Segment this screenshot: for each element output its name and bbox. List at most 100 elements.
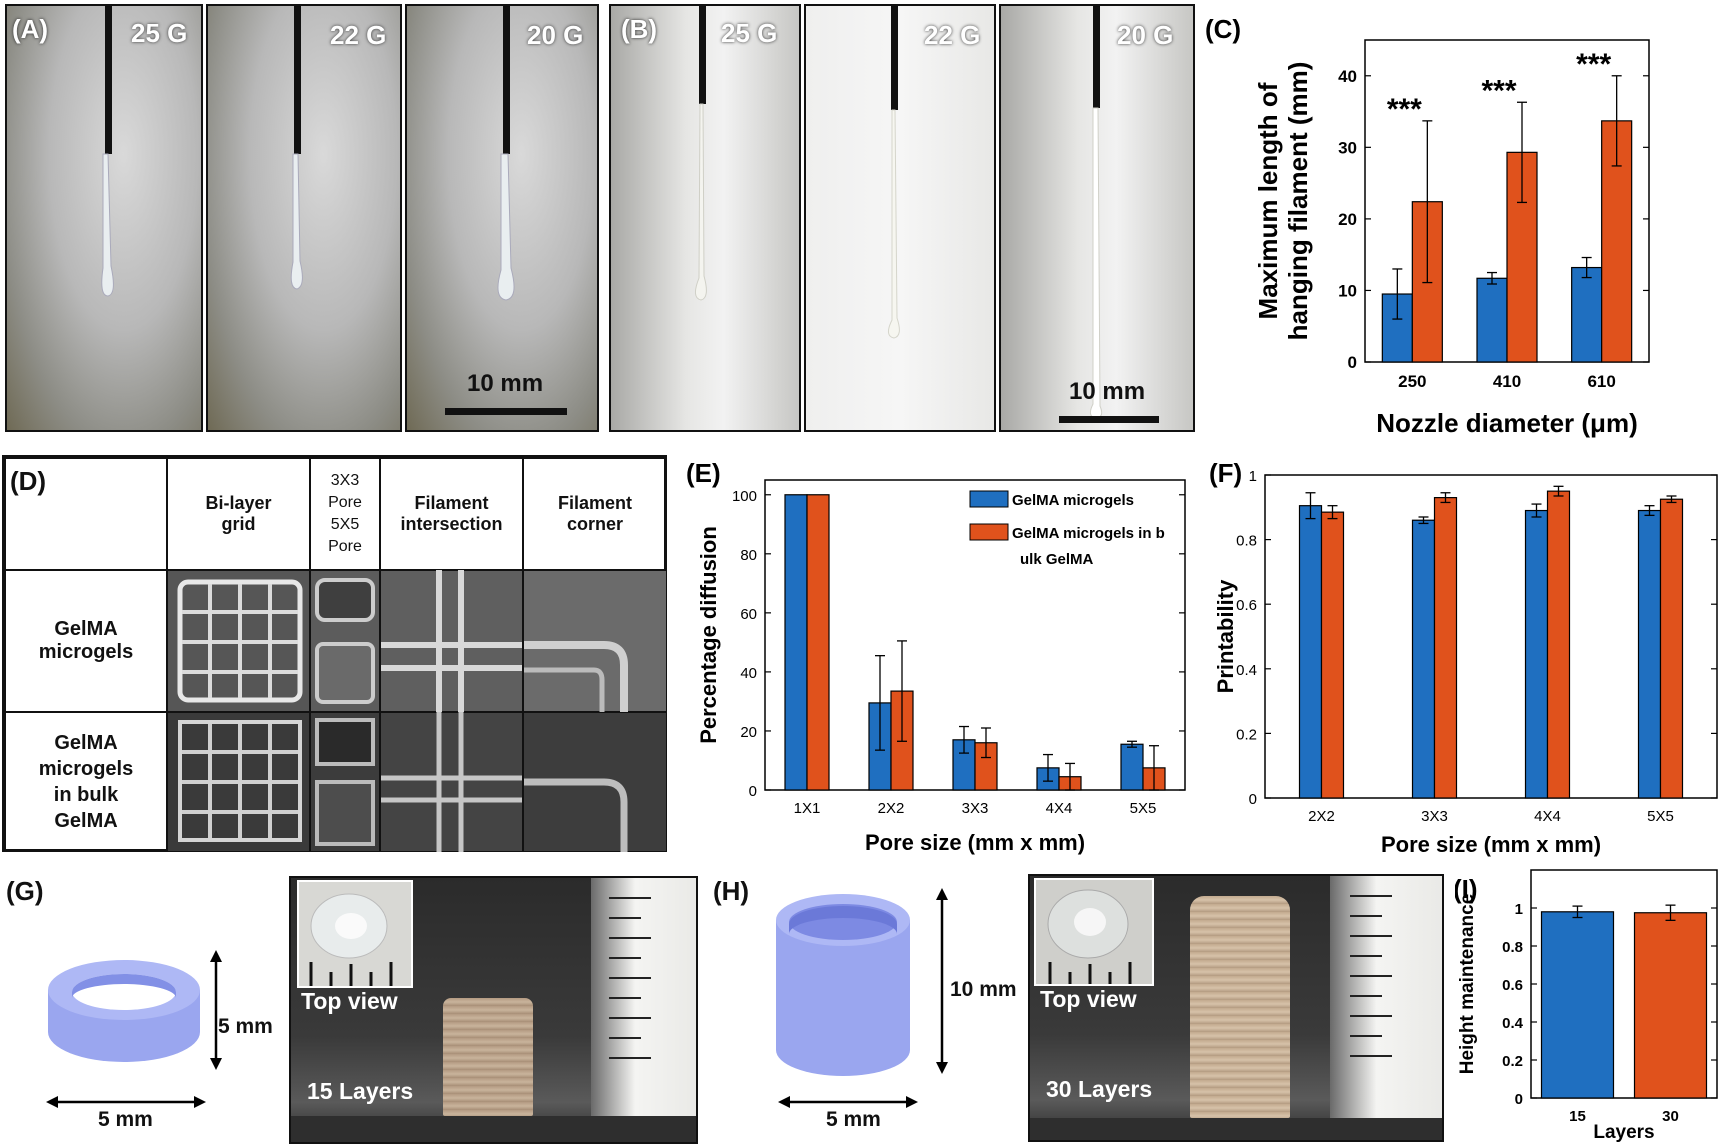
x-tick-label: 3X3 [962,800,989,817]
y-axis-label: Percentage diffusion [696,526,721,744]
y-tick-label: 20 [1338,210,1357,229]
legend-swatch [969,490,1009,508]
ring-diagram-15 [48,960,200,1062]
height-arrow [210,950,222,1070]
gauge-label: 20 G [1117,20,1174,50]
x-axis-label: Pore size (mm x mm) [865,830,1085,855]
top-view-label: Top view [1040,986,1137,1012]
bar [1320,511,1345,799]
filament-intersection-image [380,570,523,712]
y-tick-label: 0 [1249,791,1257,808]
bar [1633,912,1708,1099]
panel-label: (C) [1205,14,1241,44]
y-tick-label: 0.2 [1502,1053,1523,1070]
bar [1476,277,1508,363]
filament-corner-image [523,712,667,852]
y-tick-label: 0.8 [1236,533,1257,550]
x-tick-label: 2X2 [878,800,905,817]
height-arrow [936,888,948,1074]
scale-bar-label: 10 mm [467,370,544,397]
bar [1546,490,1571,799]
bar [1571,266,1603,363]
y-tick-label: 100 [732,488,757,505]
width-arrow [778,1096,918,1108]
significance-marker: *** [1387,93,1422,126]
y-tick-label: 1 [1249,468,1257,485]
legend-label: GelMA microgels [1012,492,1134,509]
bar [1659,498,1684,799]
y-axis-label-line: Maximum length of [1253,82,1283,319]
scale-bar-label: 10 mm [1069,378,1146,405]
filament-corner-image [523,570,667,712]
y-tick-label: 0.2 [1236,726,1257,743]
photo-a-25g: 25 G [5,4,203,432]
bar [1411,519,1436,799]
y-tick-label: 0.4 [1236,662,1257,679]
x-tick-label: 15 [1569,1108,1586,1125]
bilayer-grid-image [167,712,310,852]
y-tick-label: 30 [1338,138,1357,157]
row-header: GelMA microgels in bulk GelMA [5,712,167,852]
y-tick-label: 40 [1338,67,1357,86]
filament-intersection-image [380,712,523,852]
x-tick-label: 410 [1493,372,1521,391]
column-header: Bi-layer grid [167,458,310,570]
y-tick-label: 0.8 [1502,939,1523,956]
bar [1524,509,1549,799]
x-axis-label: Pore size (mm x mm) [1381,832,1601,857]
significance-marker: *** [1576,48,1611,81]
bar [1637,509,1662,799]
x-tick-label: 4X4 [1534,808,1561,825]
chart-i: 0 0.2 0.4 0.6 0.8 1 15 30 Layers Height maintenan… [1455,869,1718,1143]
photo-30-layers: Top view 30 Layers [1028,874,1444,1142]
y-tick-label: 60 [740,606,757,623]
y-axis-label: Printability [1213,579,1238,693]
x-tick-label: 30 [1662,1108,1679,1125]
pore-image [310,712,380,852]
bar [1298,505,1323,799]
column-header: Filament intersection [380,458,523,570]
significance-marker: *** [1481,74,1516,107]
column-header: 3X3 Pore 5X5 Pore [310,458,380,570]
x-tick-label: 610 [1587,372,1615,391]
x-tick-label: 5X5 [1130,800,1157,817]
plot-area [1264,474,1718,799]
gauge-label: 25 G [721,18,778,48]
table-corner [5,458,167,570]
column-header: Filament corner [523,458,667,570]
bilayer-grid-image [167,570,310,712]
bar [1120,743,1144,791]
panel-label: (B) [621,14,658,44]
table-d: Bi-layer grid 3X3 Pore 5X5 Pore Filament… [2,455,667,852]
x-tick-label: 5X5 [1647,808,1674,825]
bar [784,494,808,791]
height-label: 10 mm [950,978,1017,1001]
y-tick-label: 0 [1348,353,1357,372]
row-header: GelMA microgels [5,570,167,712]
width-label: 5 mm [98,1108,153,1131]
width-label: 5 mm [826,1108,881,1131]
panel-label: (D) [10,466,47,496]
scale-bar [445,408,567,415]
y-tick-label: 10 [1338,281,1357,300]
photo-b-25g: 25 G [609,4,801,432]
y-tick-label: 0 [1515,1091,1523,1108]
y-tick-label: 0 [749,783,757,800]
x-tick-label: 4X4 [1046,800,1073,817]
panel-label: (H) [713,876,750,906]
x-axis-label: Nozzle diameter (μm) [1376,408,1638,438]
x-tick-label: 1X1 [794,800,821,817]
top-view-inset [297,880,413,988]
panel-label: (A) [12,14,49,44]
photo-a-22g: 22 G [206,4,402,432]
panel-label: (E) [686,458,721,488]
bar [1540,911,1615,1099]
chart-c: 0 10 20 30 40 250 *** 410 *** 610 *** Nozzle diamet… [1205,14,1650,438]
photo-b-22g: 22 G [804,4,996,432]
panel-label: (I) [1455,874,1478,904]
photo-b-20g: 20 G 10 mm [999,4,1195,432]
panel-label: (F) [1209,458,1242,488]
gauge-label: 22 G [330,20,387,50]
x-tick-label: 3X3 [1421,808,1448,825]
layers-label: 30 Layers [1046,1076,1153,1102]
